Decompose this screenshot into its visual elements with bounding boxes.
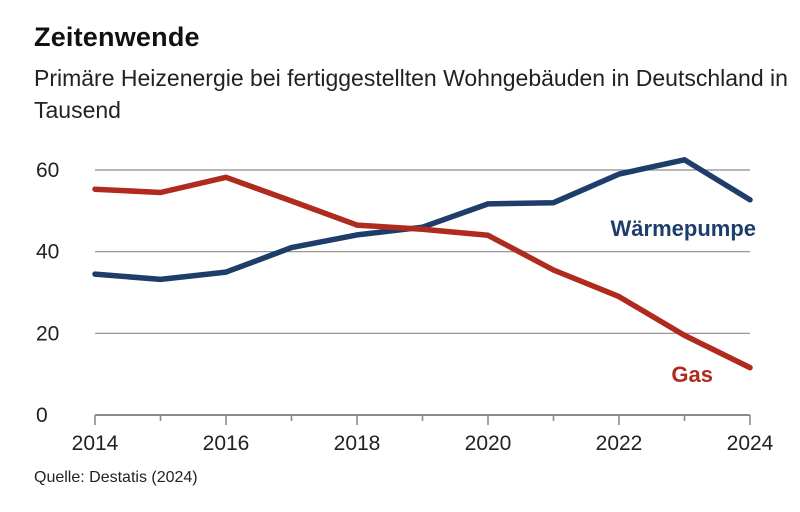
- y-tick-label-40: 40: [36, 241, 59, 264]
- data-point-gas-2023: [681, 332, 688, 338]
- data-point-gas-2015: [157, 189, 164, 196]
- data-point-waermepumpe-2015: [157, 276, 164, 283]
- x-tick-label-2020: 2020: [465, 432, 512, 455]
- data-point-gas-2020: [485, 232, 491, 238]
- data-point-waermepumpe-2022: [616, 171, 622, 177]
- series-line-gas: [92, 174, 753, 371]
- x-tick-label-2018: 2018: [334, 432, 381, 455]
- chart-title: Zeitenwende: [34, 22, 200, 52]
- data-point-waermepumpe-2023: [681, 157, 688, 163]
- source-note: Quelle: Destatis (2024): [34, 469, 198, 486]
- data-point-waermepumpe-2016: [223, 269, 229, 275]
- x-tick-label-2024: 2024: [727, 432, 774, 455]
- data-point-gas-2016: [223, 174, 229, 180]
- data-point-gas-2022: [616, 293, 622, 300]
- data-point-waermepumpe-2021: [550, 200, 557, 206]
- data-point-gas-2021: [550, 267, 557, 273]
- y-tick-label-60: 60: [36, 159, 59, 182]
- data-point-gas-2019: [419, 226, 426, 232]
- x-tick-label-2022: 2022: [596, 432, 643, 455]
- x-tick-label-2016: 2016: [203, 432, 250, 455]
- gridlines: [95, 169, 750, 334]
- data-point-gas-2017: [288, 198, 295, 204]
- x-axis: [94, 414, 751, 425]
- chart-subtitle: Primäre Heizenergie bei fertiggestellten…: [34, 65, 788, 123]
- series-lines: [92, 157, 753, 371]
- series-label-waermepumpe: Wärmepumpe: [611, 216, 756, 241]
- series-label-gas: Gas: [671, 362, 713, 387]
- data-point-waermepumpe-2020: [485, 201, 491, 207]
- x-tick-label-2014: 2014: [72, 432, 119, 455]
- y-tick-label-20: 20: [36, 322, 59, 345]
- y-tick-label-0: 0: [36, 404, 48, 427]
- data-point-waermepumpe-2024: [747, 197, 753, 203]
- data-point-gas-2024: [747, 365, 753, 371]
- data-point-gas-2014: [92, 186, 98, 192]
- data-point-waermepumpe-2014: [92, 271, 98, 277]
- data-point-waermepumpe-2018: [354, 232, 360, 238]
- labels: 0 20 40 60 2014 2016 2018 2020 2022 2024 Wärmepump…: [36, 159, 774, 455]
- data-point-waermepumpe-2017: [288, 244, 295, 251]
- data-point-gas-2018: [354, 222, 360, 228]
